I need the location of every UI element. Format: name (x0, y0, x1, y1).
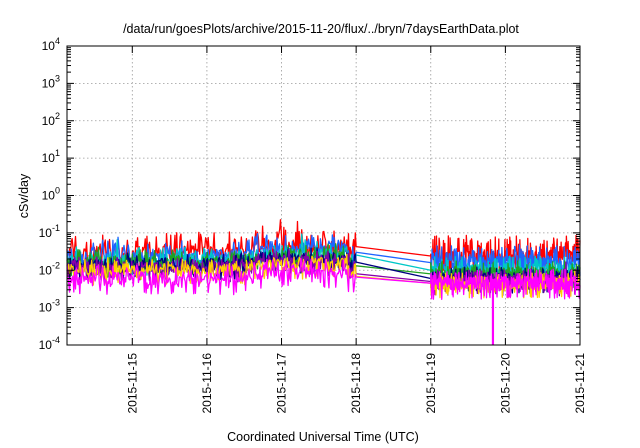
x-tick-label: 2015-11-17 (275, 353, 289, 414)
x-tick-label: 2015-11-20 (498, 353, 512, 414)
x-tick-label: 2015-11-19 (424, 353, 438, 414)
y-tick-labels: 104 103 102 101 100 10-1 10-2 10-3 10-4 (39, 36, 60, 352)
y-tick-label: 103 (42, 73, 60, 90)
y-tick-label: 100 (42, 186, 60, 203)
series-group (66, 219, 581, 345)
x-tick-labels: 2015-11-15 2015-11-16 2015-11-17 2015-11-18… (125, 353, 587, 414)
y-tick-label: 10-2 (39, 260, 60, 277)
x-tick-label: 2015-11-16 (200, 353, 214, 414)
x-axis-label: Coordinated Universal Time (UTC) (227, 430, 419, 444)
x-tick-label: 2015-11-21 (573, 353, 587, 414)
y-tick-label: 10-4 (39, 335, 60, 352)
y-tick-label: 10-1 (39, 223, 60, 240)
series-line (66, 257, 581, 345)
x-tick-label: 2015-11-15 (125, 353, 139, 414)
y-tick-label: 10-3 (39, 298, 60, 315)
grid (67, 46, 580, 345)
series-path (66, 257, 581, 300)
y-tick-label: 104 (42, 36, 60, 53)
x-tick-label: 2015-11-18 (349, 353, 363, 414)
y-tick-label: 101 (42, 148, 60, 165)
chart-title: /data/run/goesPlots/archive/2015-11-20/f… (123, 22, 519, 36)
ticks (67, 45, 581, 346)
y-tick-label: 102 (42, 111, 60, 128)
y-axis-label: cSv/day (17, 173, 31, 218)
